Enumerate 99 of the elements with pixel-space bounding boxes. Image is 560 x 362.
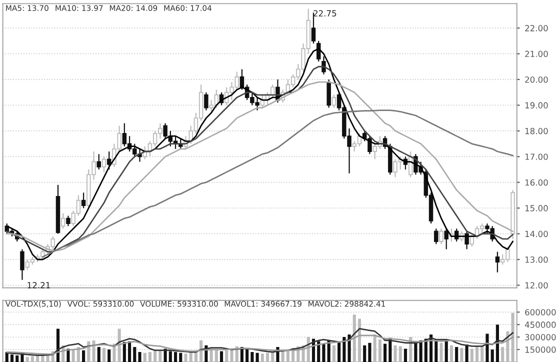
bar xyxy=(352,314,356,362)
bar xyxy=(133,347,136,362)
y-tick-label: 16.00 xyxy=(525,179,548,186)
y-tick-label: 20.00 xyxy=(525,76,548,83)
bar xyxy=(338,342,341,362)
bar xyxy=(394,345,397,362)
bar xyxy=(220,351,224,362)
y-tick-label: 600000 xyxy=(525,309,556,316)
bar xyxy=(26,357,29,362)
y-tick-label: 450000 xyxy=(524,322,556,328)
bar xyxy=(56,328,60,362)
bar xyxy=(496,324,499,362)
bar xyxy=(97,347,100,362)
bar xyxy=(317,341,320,362)
y-tick-label: 13.00 xyxy=(525,256,548,263)
candlestick xyxy=(495,251,500,273)
candlestick xyxy=(96,154,101,170)
bar xyxy=(210,348,213,362)
candlestick xyxy=(81,192,86,209)
bar xyxy=(184,354,188,362)
bar xyxy=(189,352,192,362)
candlestick xyxy=(106,150,112,170)
bar xyxy=(87,341,90,362)
bar xyxy=(82,350,86,362)
bar xyxy=(214,350,218,362)
bar xyxy=(143,352,146,362)
bar xyxy=(266,352,270,362)
y-tick-label: 17.00 xyxy=(525,154,548,160)
bar xyxy=(168,351,172,362)
bar xyxy=(174,352,178,362)
bar xyxy=(455,347,458,362)
bar xyxy=(30,356,34,362)
candlestick xyxy=(444,228,448,250)
bar xyxy=(404,348,408,362)
bar xyxy=(342,337,346,362)
line-series xyxy=(6,334,514,355)
bar xyxy=(179,352,182,362)
bar xyxy=(486,334,489,362)
bar xyxy=(72,350,75,362)
bar xyxy=(138,352,142,362)
bar xyxy=(475,346,479,362)
bar xyxy=(373,334,376,362)
bar xyxy=(440,342,443,362)
candlestick xyxy=(60,212,66,230)
candlestick xyxy=(464,230,469,250)
bar xyxy=(384,344,387,362)
bar xyxy=(128,341,132,362)
bar xyxy=(470,348,474,362)
candlestick xyxy=(204,92,208,111)
bar xyxy=(92,340,96,362)
bar xyxy=(250,352,254,362)
bar xyxy=(378,340,382,362)
candlestick xyxy=(66,215,70,227)
bar xyxy=(368,342,372,362)
candlestick xyxy=(326,78,331,108)
bar xyxy=(256,352,259,362)
bar xyxy=(419,340,422,362)
bar xyxy=(16,355,19,362)
bar xyxy=(460,348,464,362)
line-series xyxy=(6,328,514,356)
candlestick xyxy=(434,228,438,245)
bar xyxy=(511,312,514,362)
candlestick xyxy=(20,248,24,280)
bar xyxy=(260,354,264,362)
y-tick-label: 12.00 xyxy=(525,282,548,289)
y-tick-label: 19.00 xyxy=(525,102,548,108)
bar xyxy=(102,348,106,362)
y-tick-label: 21.00 xyxy=(525,50,548,58)
annotation: 12.21 xyxy=(28,282,50,288)
bar xyxy=(363,345,366,362)
y-tick-label: 22.00 xyxy=(525,25,548,32)
bar xyxy=(398,346,402,362)
line-series xyxy=(42,110,514,258)
y-tick-label: 18.00 xyxy=(525,128,548,134)
bar xyxy=(148,352,152,362)
candlestick xyxy=(439,228,444,245)
bar xyxy=(332,345,336,362)
bar xyxy=(112,344,116,362)
bar xyxy=(322,344,326,362)
bar xyxy=(501,347,504,362)
bar xyxy=(465,344,468,362)
bar xyxy=(10,354,14,362)
y-tick-label: 14.00 xyxy=(525,230,548,238)
bar xyxy=(246,350,249,362)
bar xyxy=(348,334,351,362)
bar xyxy=(490,350,494,362)
bar xyxy=(158,350,162,362)
candlestick xyxy=(332,94,336,108)
bar xyxy=(450,345,454,362)
bar xyxy=(122,342,126,362)
candlestick xyxy=(102,156,106,173)
bar xyxy=(434,341,438,362)
y-tick-label: 15.00 xyxy=(525,205,548,212)
annotation: 22.75 xyxy=(314,10,336,16)
y-tick-label: 150000 xyxy=(525,346,556,353)
bar xyxy=(108,350,111,362)
bar xyxy=(358,318,362,362)
bar xyxy=(225,350,228,362)
y-tick-label: 300000 xyxy=(525,334,556,340)
